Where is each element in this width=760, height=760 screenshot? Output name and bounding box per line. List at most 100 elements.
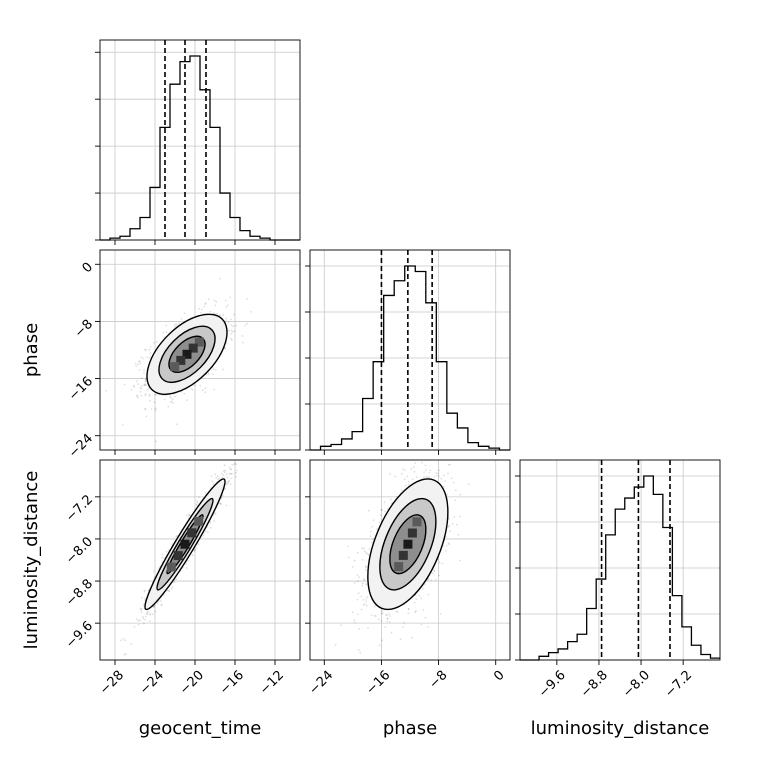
x-tick-label-geocent_time: −12 (257, 668, 287, 698)
scatter-point (386, 614, 389, 617)
scatter-point (207, 298, 210, 301)
scatter-point (204, 391, 207, 394)
scatter-point (154, 610, 157, 613)
x-axis-label-luminosity_distance: luminosity_distance (531, 718, 710, 739)
scatter-point (448, 518, 450, 520)
scatter-point (246, 322, 248, 325)
scatter-point (214, 512, 217, 515)
scatter-point (198, 307, 201, 310)
scatter-point (163, 336, 166, 338)
scatter-point (402, 468, 404, 470)
scatter-point (221, 494, 224, 497)
scatter-point (203, 306, 206, 308)
scatter-point (130, 643, 133, 645)
scatter-point (363, 579, 366, 581)
y-tick-label-phase: −16 (66, 374, 96, 404)
scatter-point (226, 481, 228, 483)
scatter-point (229, 472, 232, 475)
scatter-point (372, 538, 375, 541)
scatter-point (153, 604, 156, 607)
scatter-point (229, 468, 232, 471)
scatter-point (165, 324, 168, 327)
x-axis-label-geocent_time: geocent_time (139, 718, 262, 739)
scatter-point (140, 609, 143, 611)
scatter-point (105, 389, 108, 392)
scatter-point (384, 510, 386, 513)
scatter-point (415, 610, 417, 612)
scatter-point (234, 462, 236, 465)
scatter-point (449, 530, 452, 533)
scatter-point (223, 471, 226, 474)
density-cell (394, 562, 404, 572)
scatter-point (211, 480, 214, 483)
scatter-point (353, 581, 356, 584)
scatter-point (424, 616, 427, 619)
histograms (100, 55, 720, 661)
x-tick-label-luminosity_distance: −9.6 (536, 668, 569, 701)
scatter-point (135, 618, 138, 621)
scatter-point (356, 551, 359, 554)
scatter-point (135, 395, 138, 398)
scatter-point (411, 478, 414, 481)
scatter-point (365, 569, 367, 571)
scatter-point (140, 384, 143, 387)
scatter-point (144, 384, 146, 387)
scatter-point (188, 514, 191, 516)
scatter-point (414, 462, 417, 464)
scatter-point (244, 324, 247, 327)
scatter-point (220, 503, 222, 505)
x-tick-label-luminosity_distance: −8.0 (620, 668, 653, 701)
scatter-point (219, 502, 222, 505)
scatter-point (210, 526, 212, 529)
scatter-point (449, 463, 451, 466)
scatter-point (167, 405, 170, 408)
y-tick-label-phase: 0 (80, 260, 96, 276)
scatter-point (149, 352, 152, 354)
scatter-point (420, 623, 423, 626)
quantile-lines (164, 40, 671, 660)
scatter-point (136, 363, 139, 366)
x-tick-label-phase: 0 (491, 668, 507, 684)
panel-frame (99, 249, 301, 451)
scatter-point (161, 556, 163, 559)
scatter-point (346, 545, 349, 548)
scatter-point (200, 311, 203, 314)
y-axis-label-luminosity_distance: luminosity_distance (21, 471, 42, 650)
scatter-point (383, 501, 386, 504)
scatter-point (138, 369, 141, 371)
panel-phase-phase-bg (310, 250, 510, 450)
scatter-point (204, 492, 207, 495)
scatter-point (148, 356, 151, 359)
scatter-point (361, 584, 364, 587)
scatter-point (361, 547, 364, 550)
histogram-geocent_time (100, 55, 300, 241)
scatter-point (413, 470, 416, 473)
density-cell (176, 355, 186, 365)
scatter-point (448, 543, 450, 546)
scatter-point (433, 570, 436, 573)
scatter-point (124, 639, 126, 642)
scatter-point (236, 469, 238, 472)
x-tick-label-geocent_time: −16 (217, 668, 247, 698)
scatter-point (207, 531, 209, 533)
scatter-point (374, 615, 377, 617)
contours (144, 313, 449, 611)
scatter-point (194, 549, 197, 552)
scatter-point (175, 324, 178, 326)
scatter-point (446, 493, 448, 496)
scatter-point (423, 476, 425, 479)
scatter-point (214, 304, 217, 307)
scatter-point (334, 643, 337, 646)
scatter-point (171, 586, 174, 588)
scatter-point (363, 547, 365, 550)
scatter-point (426, 476, 429, 479)
panel-frame (99, 39, 301, 241)
scatter-point (233, 313, 235, 316)
scatter-point (143, 590, 146, 593)
scatter-point (207, 373, 210, 376)
scatter-point (165, 550, 168, 553)
scatter-point (380, 612, 383, 615)
scatter-point (427, 626, 430, 628)
x-tick-label-geocent_time: −24 (137, 668, 167, 698)
scatter-point (444, 549, 447, 552)
